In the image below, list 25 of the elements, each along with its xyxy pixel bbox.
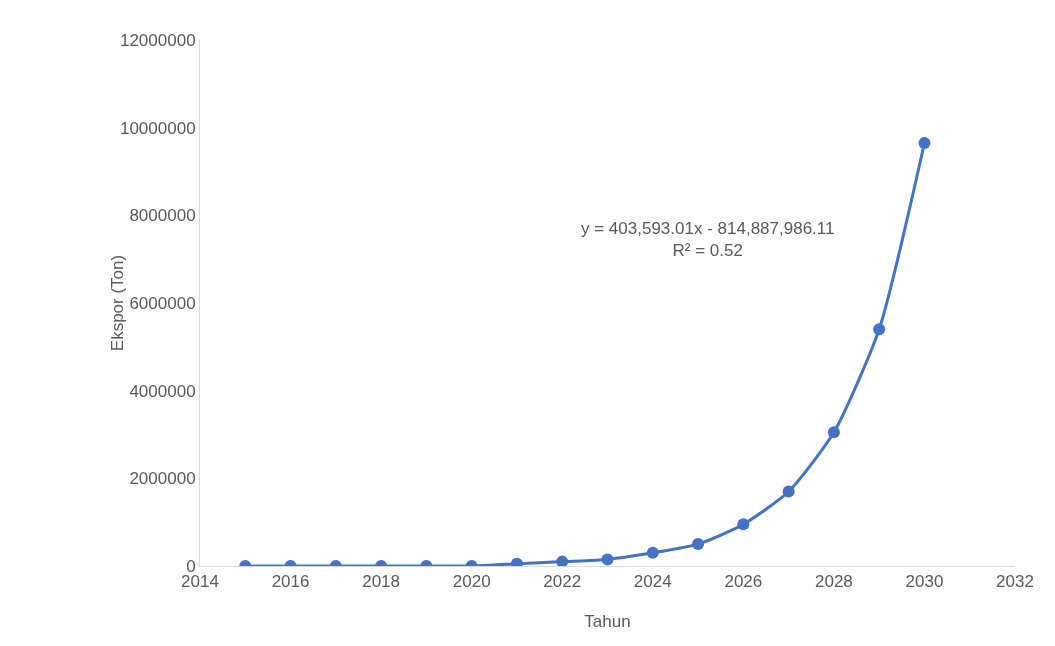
point xyxy=(646,546,659,559)
x-tick-label: 2032 xyxy=(996,572,1034,592)
x-tick-label: 2016 xyxy=(271,572,310,592)
point xyxy=(556,555,569,566)
x-tick-label: 2024 xyxy=(633,572,672,592)
x-tick-label: 2026 xyxy=(724,572,763,592)
y-tick-label: 12000000 xyxy=(119,30,196,50)
point xyxy=(737,518,750,531)
y-tick-label: 4000000 xyxy=(129,381,196,401)
x-tick-label: 2018 xyxy=(362,572,401,592)
x-tick-label: 2020 xyxy=(452,572,491,592)
point xyxy=(827,426,840,439)
y-axis-title: Ekspor (Ton) xyxy=(108,254,128,352)
y-tick-label: 6000000 xyxy=(129,293,196,313)
x-tick-label: 2028 xyxy=(814,572,853,592)
point xyxy=(873,323,886,336)
x-tick-label: 2022 xyxy=(543,572,582,592)
y-tick-label: 10000000 xyxy=(119,118,196,138)
x-axis-title: Tahun xyxy=(584,612,631,631)
y-tick-label: 8000000 xyxy=(129,206,196,226)
y-tick-label: 2000000 xyxy=(129,469,196,489)
x-tick-label: 2030 xyxy=(905,572,944,592)
point xyxy=(918,137,931,149)
point xyxy=(782,485,795,498)
annotation: y = 403,593.01x - 814,887,986.11 R² = 0.52 xyxy=(581,219,835,261)
